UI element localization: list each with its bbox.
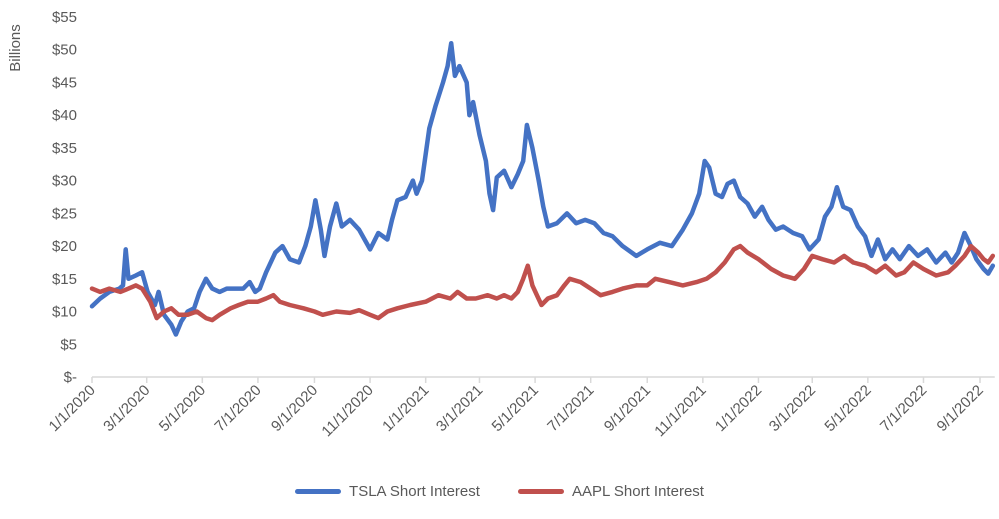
y-tick-label: $-: [64, 369, 77, 386]
y-axis-title: Billions: [7, 24, 24, 72]
series-line-aapl: [89, 243, 996, 323]
y-tick-label: $50: [52, 42, 77, 59]
y-tick-label: $30: [52, 173, 77, 190]
y-tick-label: $35: [52, 140, 77, 157]
x-tick-label: 7/1/2022: [877, 382, 930, 435]
y-tick-label: $10: [52, 304, 77, 321]
x-tick-label: 3/1/2021: [433, 382, 486, 435]
x-tick-label: 11/1/2021: [651, 382, 709, 440]
x-tick-label: 1/1/2022: [712, 382, 765, 435]
x-tick-label: 7/1/2020: [211, 382, 264, 435]
legend: TSLA Short Interest AAPL Short Interest: [0, 483, 999, 500]
x-tick-label: 7/1/2021: [544, 382, 597, 435]
series-line-tsla: [89, 40, 996, 337]
line-chart: Billions $- $5 $10 $15 $20 $25 $30 $35 $40 $45 $50…: [7, 9, 996, 440]
x-tick-label: 5/1/2021: [489, 382, 542, 435]
y-tick-label: $25: [52, 205, 77, 222]
y-tick-label: $15: [52, 271, 77, 288]
legend-item-aapl: AAPL Short Interest: [517, 483, 704, 500]
x-tick-label: 11/1/2020: [318, 382, 376, 440]
x-tick-label: 1/1/2020: [46, 382, 99, 435]
x-tick-label: 5/1/2022: [821, 382, 874, 435]
x-tick-label: 5/1/2020: [156, 382, 209, 435]
y-tick-label: $20: [52, 238, 77, 255]
y-tick-label: $5: [60, 336, 77, 353]
legend-swatch-tsla: [295, 489, 342, 494]
x-tick-label: 3/1/2020: [100, 382, 153, 435]
x-tick-label: 3/1/2022: [766, 382, 819, 435]
legend-label-tsla: TSLA Short Interest: [349, 483, 480, 500]
x-tick-label: 9/1/2022: [934, 382, 987, 435]
legend-item-tsla: TSLA Short Interest: [295, 483, 480, 500]
y-tick-label: $55: [52, 9, 77, 26]
y-tick-label: $45: [52, 74, 77, 91]
legend-swatch-aapl: [517, 489, 564, 494]
x-tick-label: 9/1/2020: [268, 382, 321, 435]
x-tick-label: 9/1/2021: [601, 382, 654, 435]
y-tick-label: $40: [52, 107, 77, 124]
legend-label-aapl: AAPL Short Interest: [571, 483, 704, 500]
x-tick-label: 1/1/2021: [379, 382, 432, 435]
